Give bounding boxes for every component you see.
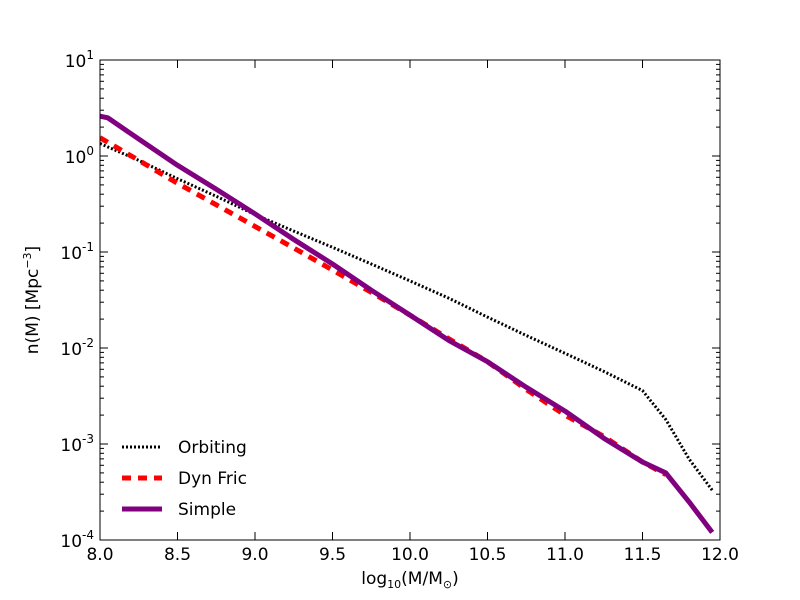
x-tick-label: 9.0 — [241, 545, 268, 565]
legend-label: Orbiting — [178, 438, 247, 458]
x-tick-label: 10.0 — [391, 545, 429, 565]
y-axis-label: n(M) [Mpc−3] — [21, 246, 43, 354]
x-tick-label: 8.5 — [164, 545, 191, 565]
y-tick-label: 10-3 — [60, 432, 94, 456]
x-tick-label: 11.0 — [546, 545, 584, 565]
y-tick-label: 101 — [65, 48, 94, 72]
y-tick-label: 100 — [65, 144, 94, 168]
legend-label: Dyn Fric — [178, 469, 247, 489]
x-axis-label: log10(M/M⊙) — [361, 569, 458, 591]
legend-label: Simple — [178, 500, 236, 520]
x-tick-label: 12.0 — [701, 545, 739, 565]
series-layer — [100, 113, 715, 534]
plot-area — [100, 60, 720, 540]
y-tick-label: 10-1 — [60, 240, 94, 264]
x-tick-label: 8.0 — [86, 545, 113, 565]
x-tick-label: 9.5 — [319, 545, 346, 565]
ticks-layer — [99, 59, 721, 541]
legend: Orbiting Dyn Fric Simple — [122, 438, 247, 520]
series-line-orbiting — [100, 142, 714, 492]
x-tick-labels: 8.0 8.5 9.0 9.5 10.0 10.5 11.0 11.5 12.0 — [86, 545, 738, 565]
y-tick-label: 10-4 — [60, 528, 94, 552]
x-tick-label: 10.5 — [469, 545, 507, 565]
y-tick-label: 10-2 — [60, 336, 94, 360]
y-tick-labels: 10-4 10-3 10-2 10-1 100 101 — [60, 48, 94, 552]
x-tick-label: 11.5 — [624, 545, 662, 565]
series-line-simple — [100, 113, 715, 534]
